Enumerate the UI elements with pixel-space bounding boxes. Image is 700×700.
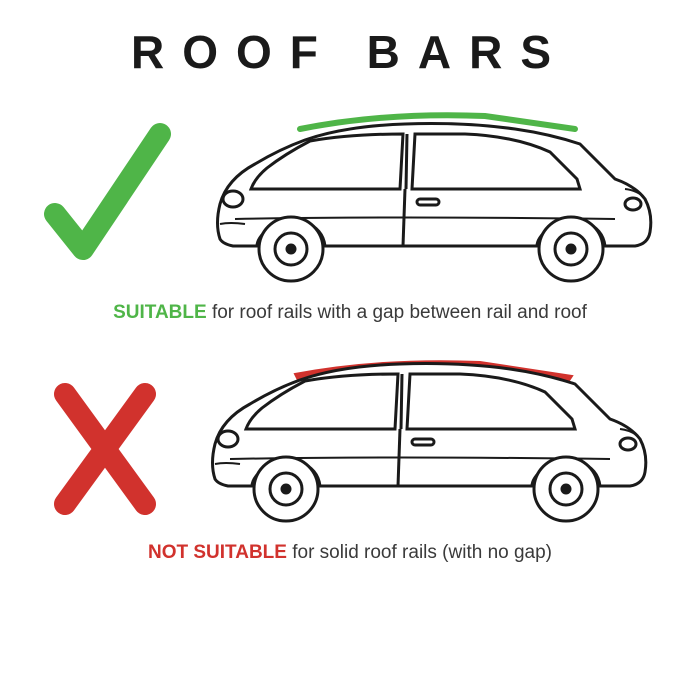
page-title: ROOF BARS [131,25,569,79]
not-suitable-car [180,344,660,534]
suitable-car [185,104,665,294]
not-suitable-highlight: NOT SUITABLE [148,542,287,563]
not-suitable-text: for solid roof rails (with no gap) [287,542,552,563]
suitable-highlight: SUITABLE [113,302,207,323]
not-suitable-row [20,344,680,534]
suitable-caption: SUITABLE for roof rails with a gap betwe… [20,302,680,324]
not-suitable-caption: NOT SUITABLE for solid roof rails (with … [20,542,680,564]
checkmark-icon [35,109,175,289]
crossmark-icon [40,349,170,529]
suitable-row [20,104,680,294]
suitable-text: for roof rails with a gap between rail a… [207,302,587,323]
